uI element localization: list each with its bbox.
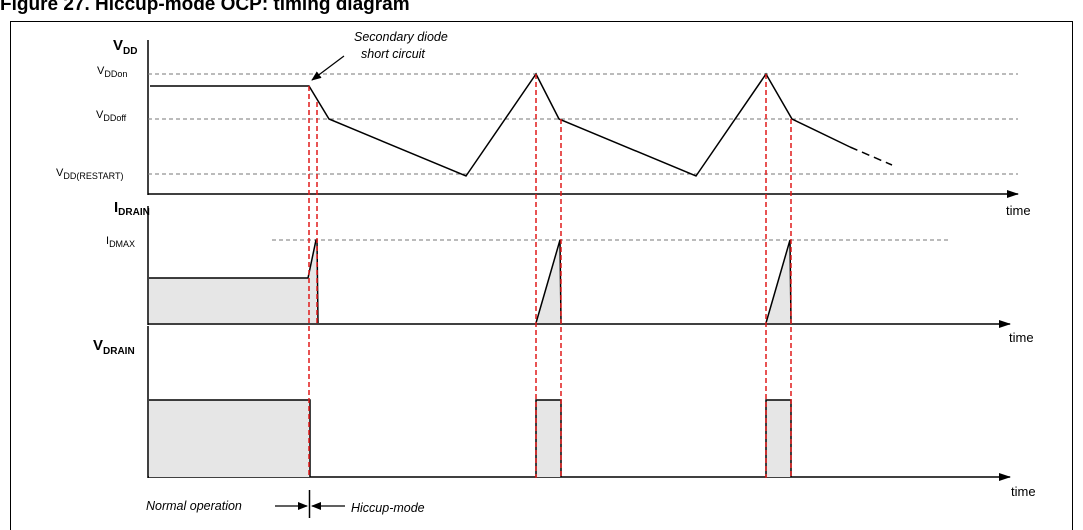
hiccup-mode-label: Hiccup-mode (351, 501, 425, 515)
vdd-waveform-continuation (849, 146, 893, 166)
vdrain-time-label: time (1011, 484, 1036, 499)
idrain-axis-label: IDRAIN (114, 199, 150, 218)
vddon-label: VDDon (97, 65, 127, 79)
annotation-line2: short circuit (361, 47, 425, 61)
vddoff-label: VDDoff (96, 109, 127, 123)
normal-operation-label: Normal operation (146, 499, 242, 513)
vdd-panel (147, 40, 1019, 198)
vdrain-axis-label: VDRAIN (93, 337, 135, 357)
short-circuit-arrow (311, 55, 345, 81)
mode-transition (275, 490, 345, 518)
timing-markers (308, 74, 792, 478)
vddrestart-label: VDD(RESTART) (56, 167, 124, 181)
idrain-waveform-normal (149, 239, 319, 324)
idrain-time-label: time (1009, 330, 1034, 345)
vdrain-normal-area (149, 400, 310, 477)
idrain-panel (147, 206, 1011, 328)
figure-title: Figure 27. Hiccup-mode OCP: timing diagr… (0, 0, 410, 15)
vdrain-waveform-normal (149, 399, 311, 477)
figure-frame (10, 21, 1073, 530)
vdrain-panel (147, 326, 1011, 481)
vdd-waveform (150, 72, 851, 177)
vdd-axis-label: VDD (113, 37, 137, 57)
idmax-label: IDMAX (106, 235, 135, 249)
vdd-time-label: time (1006, 203, 1031, 218)
normal-current-area (149, 240, 317, 323)
annotation-line1: Secondary diode (354, 30, 448, 44)
vdrain-hiccup-area-1 (536, 400, 561, 477)
vdrain-hiccup-area-2 (766, 400, 791, 477)
